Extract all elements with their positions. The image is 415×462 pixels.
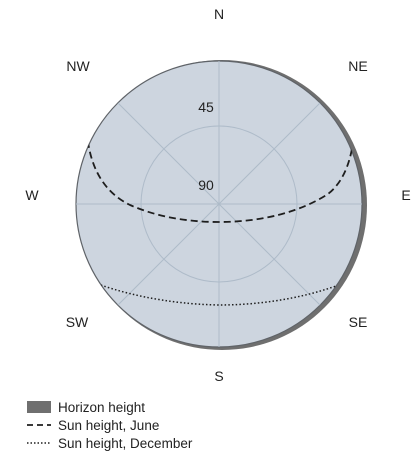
- grid-ring-45: [140, 125, 298, 283]
- grid-line-ne-sw: [117, 102, 321, 306]
- legend-item-december: Sun height, December: [26, 434, 286, 452]
- compass-label-nw: NW: [66, 58, 90, 74]
- ring-label-90: 90: [198, 177, 214, 193]
- dotted-line-icon: [27, 442, 51, 444]
- compass-label-ne: NE: [348, 58, 367, 74]
- legend-label-horizon: Horizon height: [58, 399, 146, 415]
- compass-label-s: S: [214, 368, 223, 384]
- horizon-swatch-icon: [27, 401, 51, 413]
- legend-label-december: Sun height, December: [58, 435, 193, 451]
- grid: [76, 61, 362, 347]
- legend-label-june: Sun height, June: [58, 417, 160, 433]
- compass-label-w: W: [25, 187, 39, 203]
- legend: Horizon height Sun height, June Sun heig…: [26, 398, 286, 452]
- dashed-line-icon: [27, 424, 51, 426]
- ring-label-45: 45: [198, 99, 214, 115]
- compass-label-sw: SW: [66, 314, 89, 330]
- compass-label-se: SE: [349, 314, 368, 330]
- legend-item-june: Sun height, June: [26, 416, 286, 434]
- compass-label-n: N: [214, 6, 224, 22]
- sun-path-june-curve: [85, 101, 357, 223]
- compass-label-e: E: [401, 187, 410, 203]
- legend-item-horizon: Horizon height: [26, 398, 286, 416]
